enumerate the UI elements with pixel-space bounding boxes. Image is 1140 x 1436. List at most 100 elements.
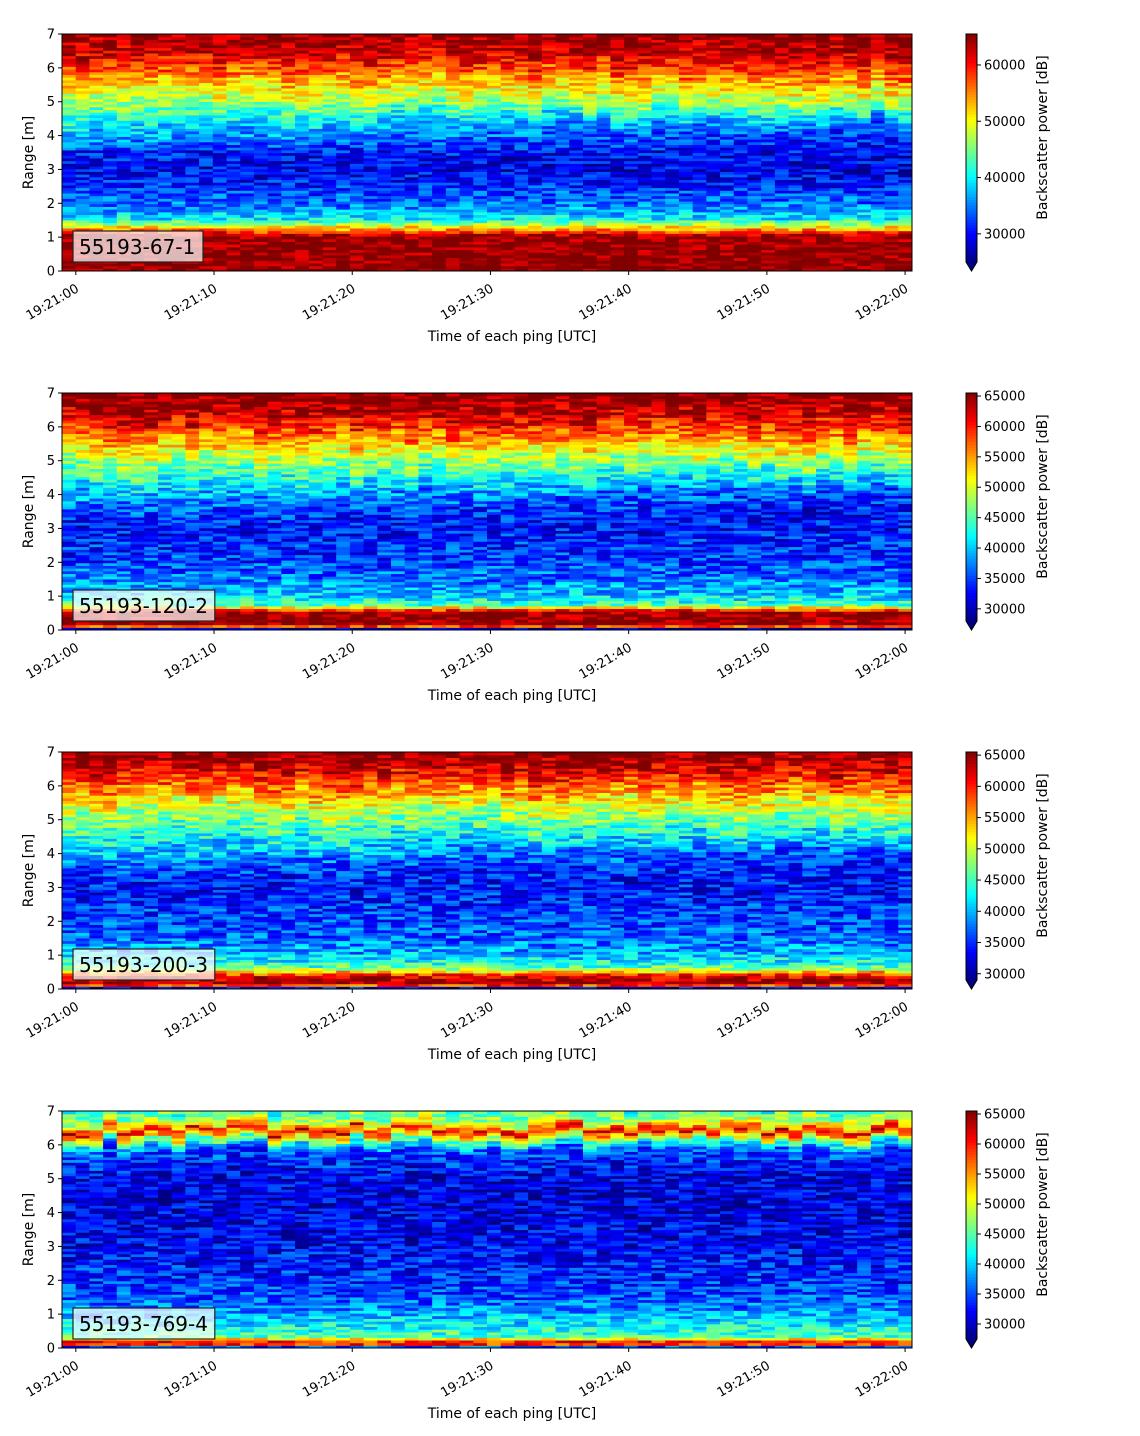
heatmap-cell [733, 112, 749, 116]
heatmap-cell [391, 165, 406, 170]
heatmap-cell [432, 82, 447, 86]
heatmap-cell [459, 42, 474, 46]
heatmap-cell [240, 44, 255, 49]
heatmap-cell [75, 87, 91, 92]
heatmap-cell [322, 34, 337, 38]
heatmap-cell [747, 227, 762, 232]
heatmap-cell [528, 214, 543, 218]
heatmap-cell [582, 230, 598, 234]
heatmap-cell [473, 155, 488, 159]
heatmap-cell [281, 120, 296, 124]
heatmap-cell [624, 104, 639, 108]
heatmap-cell [733, 241, 749, 245]
heatmap-cell [747, 133, 762, 137]
heatmap-cell [774, 69, 790, 73]
heatmap-cell [541, 233, 557, 237]
heatmap-cell [678, 157, 694, 162]
heatmap-cell [363, 227, 378, 232]
heatmap-cell [185, 106, 200, 111]
heatmap-cell [267, 200, 282, 205]
heatmap-cell [185, 50, 200, 54]
heatmap-cell [473, 44, 488, 49]
heatmap-cell [103, 128, 118, 132]
heatmap-cell [89, 144, 104, 148]
heatmap-cell [459, 44, 474, 49]
heatmap-cell [816, 77, 831, 81]
heatmap-cell [144, 149, 159, 154]
heatmap-cell [774, 106, 790, 111]
heatmap-cell [733, 60, 749, 65]
heatmap-cell [624, 174, 639, 178]
heatmap-cell [185, 63, 200, 67]
heatmap-cell [500, 192, 516, 197]
heatmap-cell [541, 157, 557, 162]
heatmap-cell [226, 219, 241, 224]
heatmap-cell [281, 200, 296, 205]
heatmap-cell [322, 130, 337, 135]
heatmap-cell [692, 109, 707, 113]
heatmap-cell [761, 44, 776, 49]
heatmap-cell [624, 85, 639, 89]
heatmap-cell [418, 155, 433, 159]
heatmap-cell [253, 133, 269, 137]
heatmap-cell [75, 174, 91, 178]
heatmap-cell [596, 198, 611, 202]
heatmap-cell [816, 93, 831, 97]
heatmap-cell [363, 187, 378, 191]
heatmap-cell [720, 104, 735, 108]
heatmap-cell [555, 52, 570, 57]
heatmap-cell [829, 238, 845, 242]
heatmap-cell [637, 109, 653, 113]
heatmap-cell [199, 36, 214, 40]
heatmap-cell [500, 195, 516, 199]
heatmap-cell [774, 238, 790, 242]
heatmap-cell [281, 222, 296, 226]
heatmap-cell [432, 34, 447, 38]
heatmap-cell [445, 209, 461, 213]
heatmap-cell [816, 238, 831, 242]
heatmap-cell [445, 109, 461, 113]
heatmap-cell [391, 69, 406, 73]
heatmap-cell [733, 52, 749, 57]
heatmap-cell [829, 122, 845, 127]
heatmap-cell [185, 130, 200, 135]
heatmap-cell [514, 147, 529, 151]
heatmap-cell [774, 233, 790, 237]
heatmap-cell [788, 95, 803, 100]
heatmap-cell [432, 79, 447, 84]
heatmap-cell [651, 130, 666, 135]
heatmap-cell [774, 198, 790, 202]
heatmap-cell [336, 93, 351, 97]
heatmap-cell [459, 90, 474, 94]
heatmap-cell [678, 190, 694, 194]
heatmap-cell [185, 95, 200, 100]
heatmap-cell [788, 39, 803, 43]
heatmap-cell [692, 225, 707, 229]
heatmap-cell [459, 114, 474, 119]
heatmap-cell [281, 219, 296, 224]
heatmap-cell [253, 122, 269, 127]
heatmap-cell [761, 117, 776, 121]
heatmap-cell [733, 101, 749, 105]
heatmap-cell [103, 200, 118, 205]
heatmap-cell [487, 47, 502, 51]
heatmap-cell [240, 39, 255, 43]
heatmap-cell [240, 171, 255, 175]
heatmap-cell [308, 112, 324, 116]
heatmap-cell [418, 268, 433, 271]
heatmap-cell [308, 163, 324, 167]
heatmap-cell [391, 93, 406, 97]
heatmap-cell [281, 244, 296, 248]
heatmap-cell [528, 95, 543, 100]
heatmap-cell [678, 147, 694, 151]
heatmap-cell [816, 230, 831, 234]
heatmap-cell [391, 176, 406, 181]
heatmap-cell [62, 262, 77, 267]
heatmap-cell [651, 160, 666, 164]
heatmap-cell [445, 55, 461, 59]
heatmap-cell [720, 187, 735, 191]
heatmap-cell [555, 211, 570, 216]
heatmap-cell [761, 101, 776, 105]
heatmap-cell [377, 230, 392, 234]
